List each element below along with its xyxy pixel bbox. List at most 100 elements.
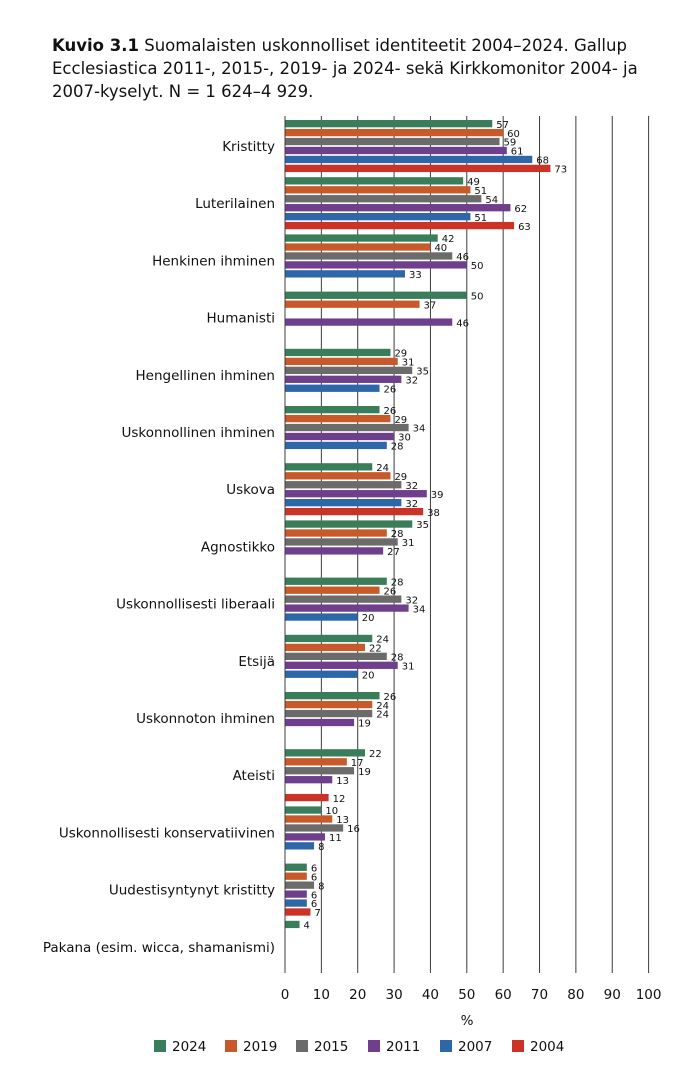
data-label: 73: [554, 165, 567, 176]
data-label: 68: [536, 156, 549, 167]
bar: [285, 793, 329, 802]
data-label: 27: [387, 547, 400, 558]
bar: [285, 490, 427, 498]
data-label: 51: [474, 186, 487, 197]
data-label: 6: [311, 872, 317, 883]
bar: [285, 318, 453, 326]
data-label: 17: [351, 758, 364, 769]
bar: [285, 120, 493, 128]
bar: [285, 472, 391, 480]
data-label: 8: [318, 881, 324, 892]
bar: [285, 872, 307, 880]
data-label: 31: [402, 538, 415, 549]
bar: [285, 634, 373, 643]
bar: [285, 164, 551, 173]
bar: [285, 137, 500, 146]
data-label: 49: [467, 177, 480, 188]
bar: [285, 661, 398, 669]
data-label: 26: [384, 692, 397, 703]
data-label: 24: [376, 463, 389, 474]
data-label: 28: [391, 529, 404, 540]
data-label: 29: [394, 472, 407, 483]
data-label: 10: [325, 806, 338, 817]
data-label: 42: [442, 234, 455, 245]
x-tick-label: 10: [313, 987, 330, 1003]
bar: [285, 613, 358, 621]
bar: [285, 776, 333, 784]
data-label: 20: [362, 670, 375, 681]
legend-label: 2024: [172, 1039, 206, 1055]
data-label: 39: [431, 490, 444, 501]
bar: [285, 300, 420, 308]
data-label: 13: [336, 815, 349, 826]
bar: [285, 577, 387, 585]
data-label: 57: [496, 120, 509, 131]
bar: [285, 767, 355, 775]
legend-label: 2019: [243, 1039, 277, 1055]
bar: [285, 692, 380, 700]
bar: [285, 758, 347, 766]
data-label: 28: [391, 653, 404, 664]
bar: [285, 406, 380, 414]
data-label: 59: [504, 138, 517, 149]
data-label: 30: [398, 433, 411, 444]
bar: [285, 291, 467, 299]
data-label: 28: [391, 577, 404, 588]
x-tick-label: 70: [531, 987, 548, 1003]
data-label: 12: [333, 794, 346, 805]
data-label: 32: [405, 595, 418, 606]
data-label: 46: [456, 318, 469, 329]
data-label: 19: [358, 767, 371, 778]
bar: [285, 507, 424, 516]
category-label: Agnostikko: [201, 539, 275, 555]
bar: [285, 481, 402, 489]
bar: [285, 920, 300, 929]
data-label: 61: [511, 147, 524, 158]
x-tick-label: 30: [385, 987, 402, 1003]
x-axis-label: %: [461, 1013, 474, 1029]
data-label: 24: [376, 635, 389, 646]
legend-label: 2004: [530, 1039, 564, 1055]
bar: [285, 815, 333, 823]
bar: [285, 520, 413, 528]
data-label: 29: [394, 415, 407, 426]
data-label: 24: [376, 701, 389, 712]
bar: [285, 463, 373, 471]
data-label: 6: [311, 890, 317, 901]
category-label: Etsijä: [238, 654, 275, 670]
bar: [285, 709, 373, 718]
data-label: 11: [329, 833, 342, 844]
x-tick-label: 50: [458, 987, 475, 1003]
bar: [285, 538, 398, 546]
data-label: 51: [474, 213, 487, 224]
bar: [285, 177, 464, 185]
category-label: Uudestisyntynyt kristitty: [109, 883, 275, 899]
bar: [285, 586, 380, 594]
bar: [285, 357, 398, 366]
data-label: 62: [514, 204, 527, 215]
data-label: 38: [427, 508, 440, 519]
legend-label: 2007: [458, 1039, 492, 1055]
bar: [285, 604, 409, 612]
bar: [285, 833, 325, 841]
bar: [285, 842, 315, 850]
x-tick-label: 60: [495, 987, 512, 1003]
data-label: 22: [369, 644, 382, 655]
category-label: Uskonnollisesti liberaali: [116, 597, 275, 613]
data-label: 63: [518, 222, 531, 233]
bar: [285, 529, 387, 537]
data-label: 6: [311, 863, 317, 874]
chart-title: Kuvio 3.1 Suomalaisten uskonnolliset ide…: [52, 34, 662, 103]
chart-title-prefix: Kuvio 3.1: [52, 36, 139, 55]
data-label: 24: [376, 710, 389, 721]
data-label: 60: [507, 129, 520, 140]
data-label: 19: [358, 719, 371, 730]
bar: [285, 146, 507, 155]
bar: [285, 155, 533, 164]
bar: [285, 261, 467, 269]
bar: [285, 824, 344, 832]
data-label: 37: [424, 300, 437, 311]
bar: [285, 670, 358, 678]
category-label: Uskova: [226, 482, 275, 498]
data-label: 26: [384, 406, 397, 417]
